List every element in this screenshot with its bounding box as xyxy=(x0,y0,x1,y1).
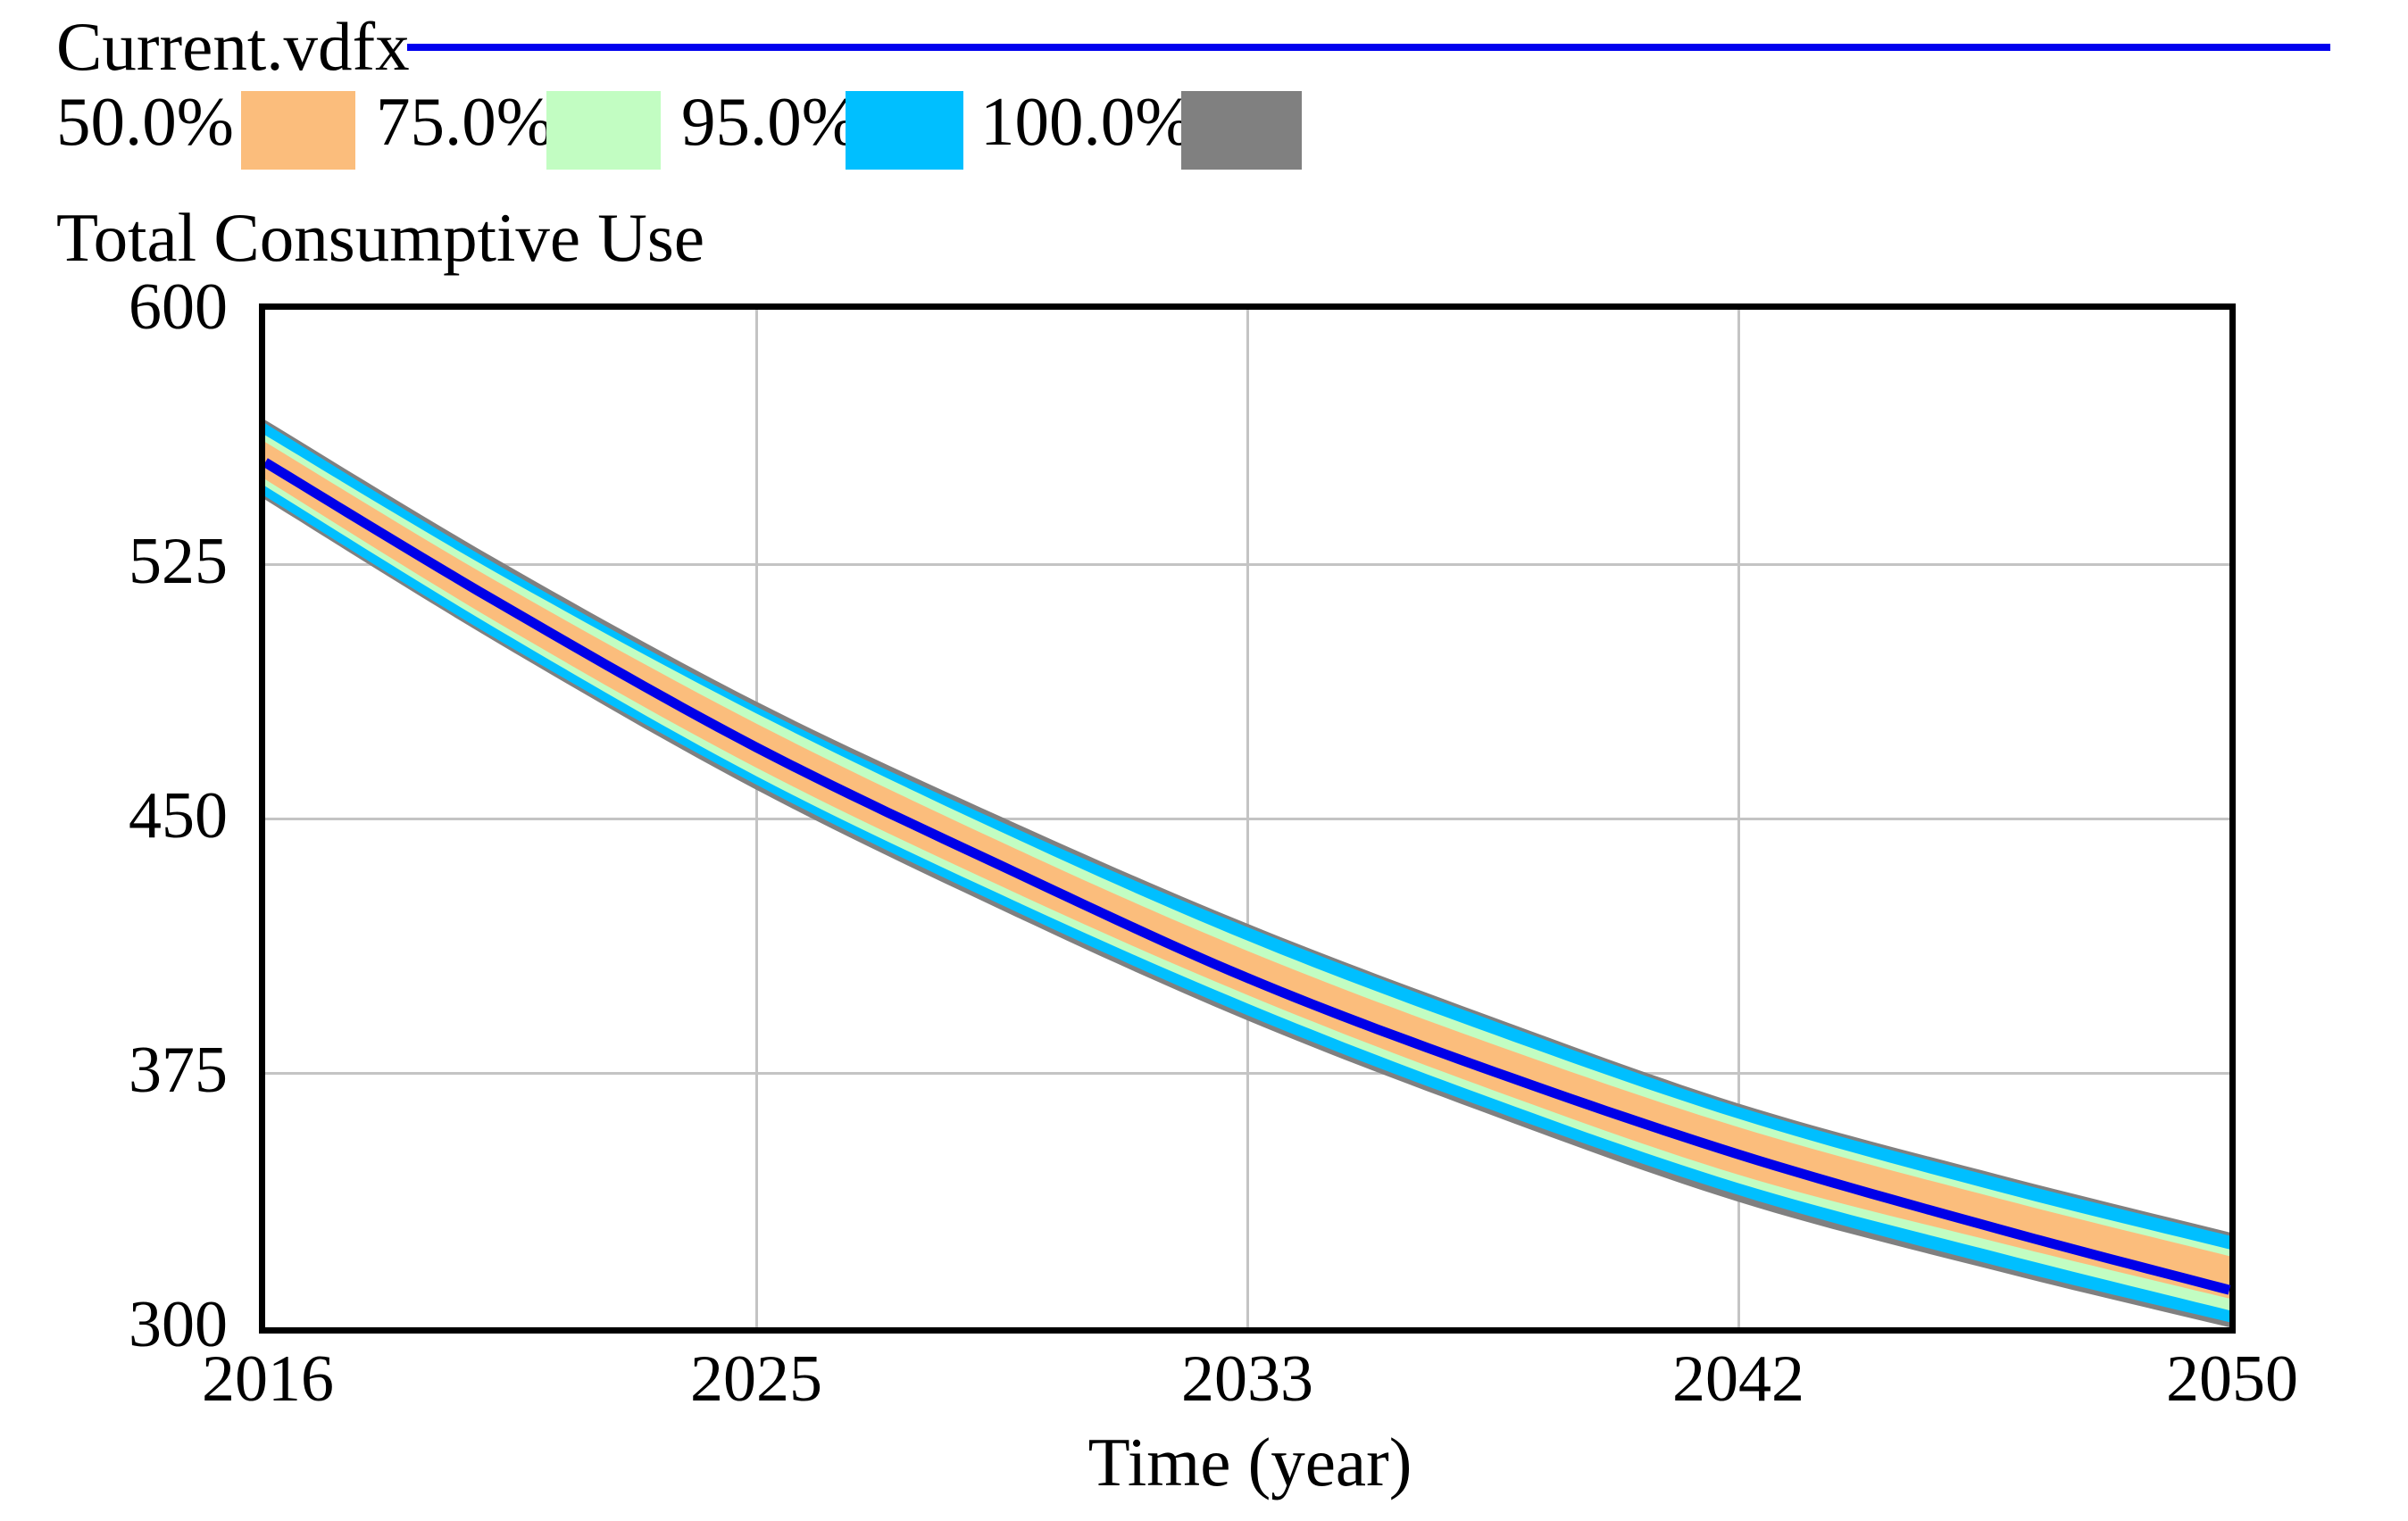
y-tick-525: 525 xyxy=(129,525,228,598)
x-tick-2050: 2050 xyxy=(2166,1342,2298,1416)
gridline-x-2033 xyxy=(1246,310,1249,1327)
gridline-x-2025 xyxy=(755,310,758,1327)
y-tick-375: 375 xyxy=(129,1034,228,1107)
legend-label-100pct: 100.0% xyxy=(980,83,1193,160)
x-tick-2033: 2033 xyxy=(1181,1342,1313,1416)
legend-swatch-50pct xyxy=(241,91,355,170)
legend-swatch-75pct xyxy=(546,91,661,170)
chart-title: Total Consumptive Use xyxy=(56,199,705,276)
gridline-x-2042 xyxy=(1737,310,1740,1327)
legend-swatch-95pct xyxy=(846,91,963,170)
dataset-legend-line xyxy=(407,44,2330,51)
x-tick-2016: 2016 xyxy=(202,1342,334,1416)
x-tick-2042: 2042 xyxy=(1672,1342,1804,1416)
plot-area xyxy=(259,303,2236,1334)
legend-swatch-100pct xyxy=(1181,91,1302,170)
y-tick-300: 300 xyxy=(129,1288,228,1361)
x-axis-label: Time (year) xyxy=(1087,1424,1412,1500)
y-tick-450: 450 xyxy=(129,779,228,852)
legend-label-95pct: 95.0% xyxy=(681,83,859,160)
legend-label-50pct: 50.0% xyxy=(56,83,234,160)
x-tick-2025: 2025 xyxy=(690,1342,822,1416)
dataset-label: Current.vdfx xyxy=(56,8,410,85)
y-tick-600: 600 xyxy=(129,270,228,344)
legend-label-75pct: 75.0% xyxy=(376,83,554,160)
